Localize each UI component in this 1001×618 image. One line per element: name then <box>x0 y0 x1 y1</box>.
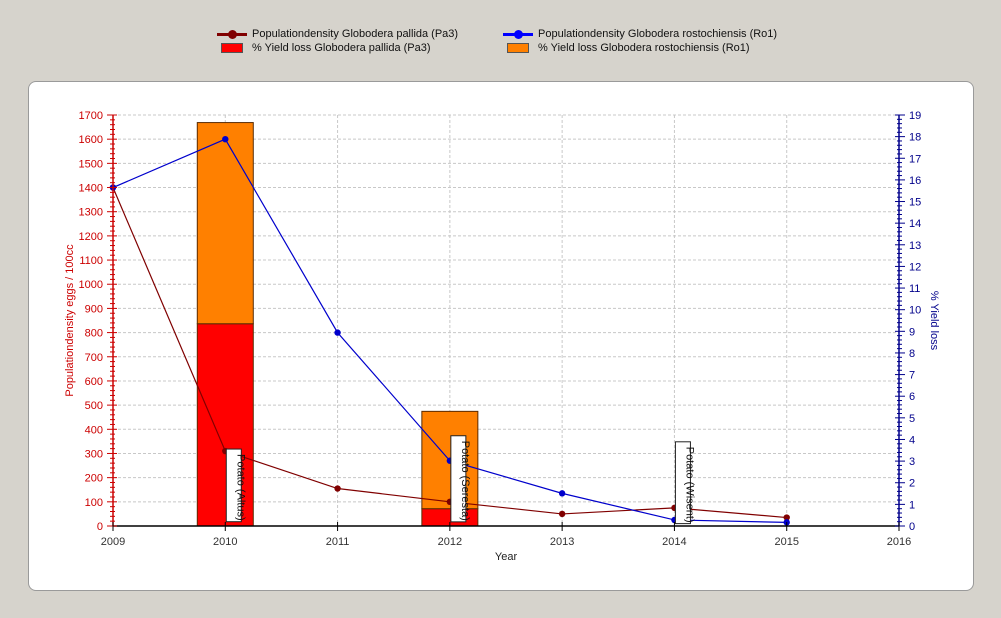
legend-marker-swatch <box>228 30 237 39</box>
bar-rostochiensis-2010 <box>196 122 254 325</box>
data-point <box>558 490 566 497</box>
y-tick-label-left: 300 <box>85 448 103 460</box>
data-point <box>334 329 341 336</box>
y-tick-label-left: 700 <box>85 352 103 364</box>
y-tick-label-right: 7 <box>909 370 915 382</box>
y-tick-label-right: 6 <box>909 391 915 403</box>
y-tick-label-left: 0 <box>97 521 103 533</box>
y-tick-label-right: 19 <box>909 110 921 122</box>
data-point <box>783 514 790 521</box>
y-tick-label-right: 5 <box>909 413 915 425</box>
chart-legend: Populationdensity Globodera pallida (Pa3… <box>0 0 1001 80</box>
y-tick-label-left: 1400 <box>79 183 103 195</box>
x-tick-label: 2013 <box>550 536 574 548</box>
y-tick-label-right: 1 <box>909 499 915 511</box>
y-ticks-left: 0 100 200 300 400 500 600 700 800 900 1000 1100 1200… <box>79 110 117 533</box>
y-tick-label-right: 16 <box>909 175 921 187</box>
y-tick-label-right: 18 <box>909 132 921 144</box>
legend-item-2: % Yield loss Globodera pallida (Pa3) <box>217 42 517 56</box>
chart-plot: Potato (Altus) Potato (Seresta) Potato (Wi… <box>64 110 940 563</box>
annotation-box <box>225 448 242 523</box>
x-tick-label: 2015 <box>774 536 798 548</box>
y-tick-label-left: 600 <box>85 376 103 388</box>
y-axis-title-left: Populationdensity eggs / 100cc <box>64 244 76 397</box>
annotation-box <box>450 435 467 523</box>
y-tick-label-left: 1000 <box>79 279 103 291</box>
legend-bar-swatch <box>507 43 529 53</box>
y-tick-label-left: 900 <box>85 303 103 315</box>
x-tick-label: 2014 <box>662 536 686 548</box>
y-tick-label-left: 100 <box>85 497 103 509</box>
legend-label: Populationdensity Globodera rostochiensi… <box>538 28 778 40</box>
x-ticks: 2009 2010 2011 2012 2013 2014 2015 2016 <box>101 522 911 548</box>
y-tick-label-left: 500 <box>85 400 103 412</box>
x-tick-label: 2011 <box>326 536 350 548</box>
x-tick-label: 2012 <box>438 536 462 548</box>
y-tick-label-left: 1100 <box>79 255 103 267</box>
y-tick-label-left: 400 <box>85 424 103 436</box>
bar-pallida-2010 <box>196 323 254 527</box>
y-tick-label-right: 10 <box>909 305 921 317</box>
annotation-box <box>674 441 691 525</box>
legend-bar-swatch <box>221 43 243 53</box>
data-point <box>334 485 341 492</box>
annotation-label-0: Potato (Altus) <box>225 448 246 523</box>
x-tick-label: 2016 <box>887 536 911 548</box>
y-tick-label-right: 9 <box>909 326 915 338</box>
data-point <box>558 510 566 518</box>
y-tick-label-right: 2 <box>909 478 915 490</box>
y-tick-label-right: 3 <box>909 456 915 468</box>
annotation-label-1: Potato (Seresta) <box>450 435 471 523</box>
legend-item-0: Populationdensity Globodera pallida (Pa3… <box>217 28 517 42</box>
legend-label: Populationdensity Globodera pallida (Pa3… <box>252 28 459 40</box>
y-tick-label-left: 1700 <box>79 110 103 122</box>
legend-marker-swatch <box>514 30 523 39</box>
y-tick-label-right: 13 <box>909 240 921 252</box>
x-tick-label: 2009 <box>101 536 125 548</box>
annotation-text: Potato (Altus) <box>234 454 246 521</box>
y-tick-label-left: 800 <box>85 328 103 340</box>
y-tick-label-right: 8 <box>909 348 915 360</box>
data-point <box>222 135 229 143</box>
x-tick-label: 2010 <box>213 536 237 548</box>
legend-item-1: Populationdensity Globodera rostochiensi… <box>503 28 803 42</box>
legend-label: % Yield loss Globodera rostochiensis (Ro… <box>538 42 750 54</box>
y-tick-label-right: 11 <box>909 283 920 295</box>
y-tick-label-right: 14 <box>909 218 921 230</box>
bar-series-group <box>196 122 479 527</box>
y-tick-label-left: 1600 <box>79 134 103 146</box>
legend-item-3: % Yield loss Globodera rostochiensis (Ro… <box>503 42 803 56</box>
y-axis-title-right: % Yield loss <box>928 291 940 351</box>
y-tick-label-left: 1300 <box>79 207 103 219</box>
legend-label: % Yield loss Globodera pallida (Pa3) <box>252 42 431 54</box>
chart-panel: Potato (Altus) Potato (Seresta) Potato (Wi… <box>28 81 974 591</box>
y-tick-label-right: 15 <box>909 197 921 209</box>
x-axis-title: Year <box>495 551 518 563</box>
y-tick-label-left: 1200 <box>79 231 103 243</box>
y-tick-label-right: 17 <box>909 153 921 165</box>
y-tick-label-right: 0 <box>909 521 915 533</box>
annotation-label-2: Potato (Wisent) <box>674 441 695 525</box>
annotation-text: Potato (Wisent) <box>683 447 695 523</box>
y-tick-label-left: 1500 <box>79 158 103 170</box>
y-tick-label-left: 200 <box>85 473 103 485</box>
y-tick-label-right: 12 <box>909 261 921 273</box>
annotation-text: Potato (Seresta) <box>459 441 471 521</box>
y-tick-label-right: 4 <box>909 434 915 446</box>
